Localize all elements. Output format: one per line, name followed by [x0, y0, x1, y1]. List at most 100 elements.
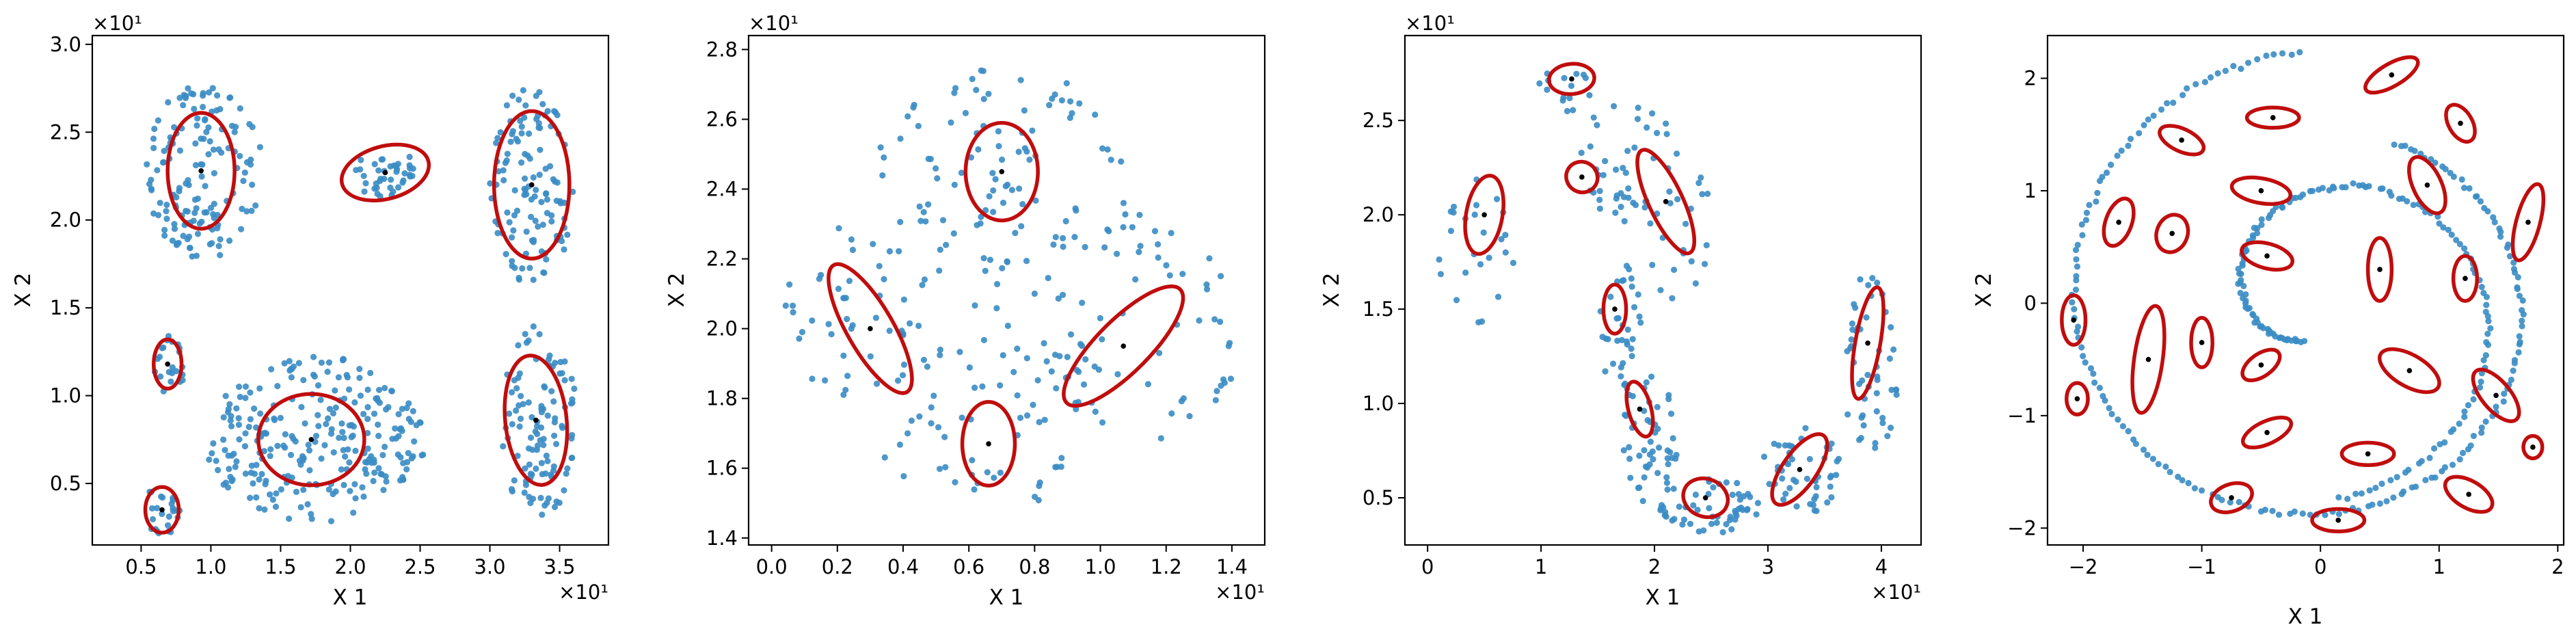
scatter-point [146, 181, 153, 187]
gaussian-ellipse [1850, 285, 1886, 401]
scatter-point [2090, 370, 2097, 377]
gaussian-ellipse [2363, 55, 2420, 95]
scatter-point [1082, 243, 1088, 250]
scatter-point [1887, 425, 1894, 431]
scatter-point [196, 220, 203, 227]
scatter-point [1067, 98, 1074, 105]
scatter-point [534, 431, 541, 438]
scatter-point [2398, 142, 2405, 150]
scatter-point [323, 421, 330, 427]
scatter-point [2270, 51, 2277, 58]
y-tick-label: 2.0 [706, 317, 738, 341]
scatter-point [1619, 278, 1626, 284]
scatter-point [504, 150, 511, 157]
scatter-point [1690, 502, 1697, 509]
scatter-point [568, 455, 575, 462]
scatter-point [1637, 319, 1644, 326]
scatter-point [977, 220, 984, 227]
scatter-point [2074, 323, 2082, 330]
scatter-point [2279, 204, 2286, 211]
scatter-point [371, 161, 378, 168]
scatter-point [157, 200, 163, 206]
scatter-point [2377, 185, 2384, 192]
scatter-point [364, 386, 371, 393]
scatter-point [1626, 455, 1633, 462]
scatter-point [339, 357, 347, 364]
scatter-point [1625, 185, 1632, 192]
scatter-point [937, 346, 943, 354]
scatter-point [873, 380, 881, 387]
scatter-point [2387, 477, 2394, 483]
scatter-point [1002, 183, 1009, 189]
scatter-point [514, 138, 522, 145]
scatter-point [247, 389, 254, 396]
scatter-point [1041, 340, 1047, 347]
scatter-point [340, 434, 347, 442]
scatter-point [183, 180, 189, 187]
scatter-point [1701, 261, 1708, 267]
scatter-point [2485, 318, 2492, 325]
scatter-point [352, 447, 359, 454]
scatter-point [870, 241, 876, 248]
scatter-point [2484, 330, 2491, 337]
scatter-point [535, 124, 542, 131]
scatter-point [161, 148, 167, 155]
scatter-point [900, 472, 907, 480]
gaussian-center [2270, 115, 2276, 120]
scatter-point [1828, 494, 1835, 501]
scatter-point [300, 486, 307, 494]
scatter-point [967, 154, 975, 161]
scatter-point [1628, 353, 1635, 360]
scatter-point [564, 231, 571, 238]
scatter-point [844, 315, 850, 323]
scatter-point [527, 500, 534, 507]
scatter-point [571, 385, 578, 392]
scatter-point [1680, 516, 1688, 523]
scatter-point [2238, 66, 2244, 72]
scatter-point [2072, 246, 2080, 254]
scatter-point [1780, 496, 1787, 503]
scatter-point [149, 516, 157, 522]
scatter-point [277, 414, 284, 421]
scatter-point [922, 218, 929, 225]
gaussian-center [1637, 406, 1643, 412]
scatter-point [551, 107, 558, 115]
scatter-point [1620, 164, 1626, 172]
scatter-point [2516, 293, 2523, 299]
x-offset-label-1: ×10¹ [559, 581, 608, 604]
scatter-point [2519, 297, 2526, 304]
gaussian-ellipse [152, 337, 184, 391]
y-tick-label: 0.5 [1363, 486, 1394, 509]
y-offset-label-3: ×10¹ [1405, 12, 1455, 35]
scatter-point [226, 401, 233, 408]
scatter-point [508, 485, 515, 493]
scatter-point [210, 146, 217, 153]
scatter-point [1692, 491, 1700, 498]
scatter-point [2144, 451, 2151, 458]
scatter-point [330, 449, 337, 456]
scatter-point [999, 199, 1007, 206]
scatter-point [249, 181, 256, 188]
scatter-point [2511, 357, 2519, 364]
scatter-point [2501, 390, 2508, 397]
scatter-point [937, 351, 943, 358]
scatter-point [2519, 307, 2525, 314]
scatter-point [1059, 291, 1066, 298]
scatter-point [1023, 258, 1030, 265]
y-tick-label: 2.8 [706, 38, 738, 61]
scatter-point [288, 374, 295, 381]
scatter-point [2082, 217, 2090, 224]
gaussian-center [2424, 182, 2430, 188]
scatter-point [1602, 368, 1609, 375]
scatter-point [165, 513, 172, 520]
scatter-point [304, 501, 311, 508]
scatter-point [519, 265, 526, 272]
scatter-point [916, 203, 923, 210]
scatter-point [233, 458, 240, 465]
scatter-point [1704, 190, 1711, 198]
scatter-point [533, 187, 539, 194]
scatter-point [377, 193, 384, 200]
x-ticks-3: 0 1 2 3 4 [1421, 545, 1888, 578]
scatter-point [227, 94, 234, 101]
scatter-point [1626, 444, 1633, 451]
